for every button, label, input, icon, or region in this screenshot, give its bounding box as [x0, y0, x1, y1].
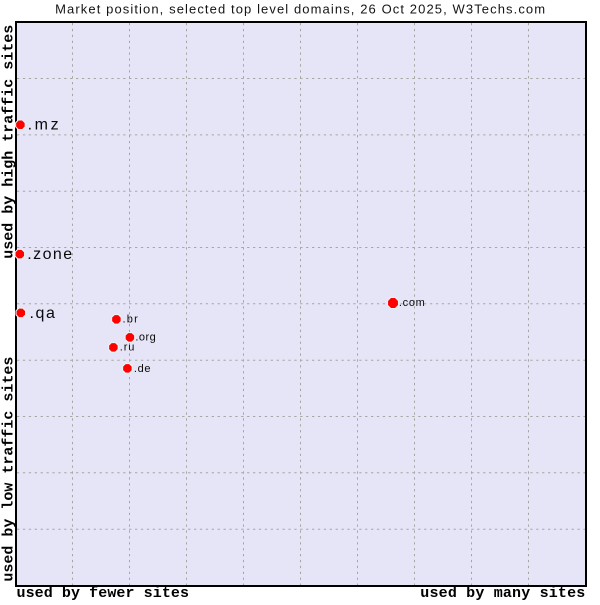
svg-text:.org: .org	[135, 331, 155, 343]
svg-text:.zone: .zone	[27, 246, 72, 263]
svg-text:.br: .br	[123, 314, 139, 326]
svg-text:used by many sites: used by many sites	[420, 585, 585, 600]
svg-text:.ru: .ru	[120, 342, 135, 354]
svg-text:used by high traffic sites: used by high traffic sites	[1, 25, 18, 259]
svg-text:.com: .com	[399, 297, 425, 309]
svg-text:used by low traffic sites: used by low traffic sites	[1, 357, 18, 582]
svg-text:.de: .de	[134, 363, 151, 375]
svg-text:Market position, selected top: Market position, selected top level doma…	[55, 2, 545, 17]
svg-text:used by fewer sites: used by fewer sites	[17, 585, 190, 600]
svg-text:.mz: .mz	[28, 117, 59, 134]
svg-text:.qa: .qa	[30, 305, 55, 322]
